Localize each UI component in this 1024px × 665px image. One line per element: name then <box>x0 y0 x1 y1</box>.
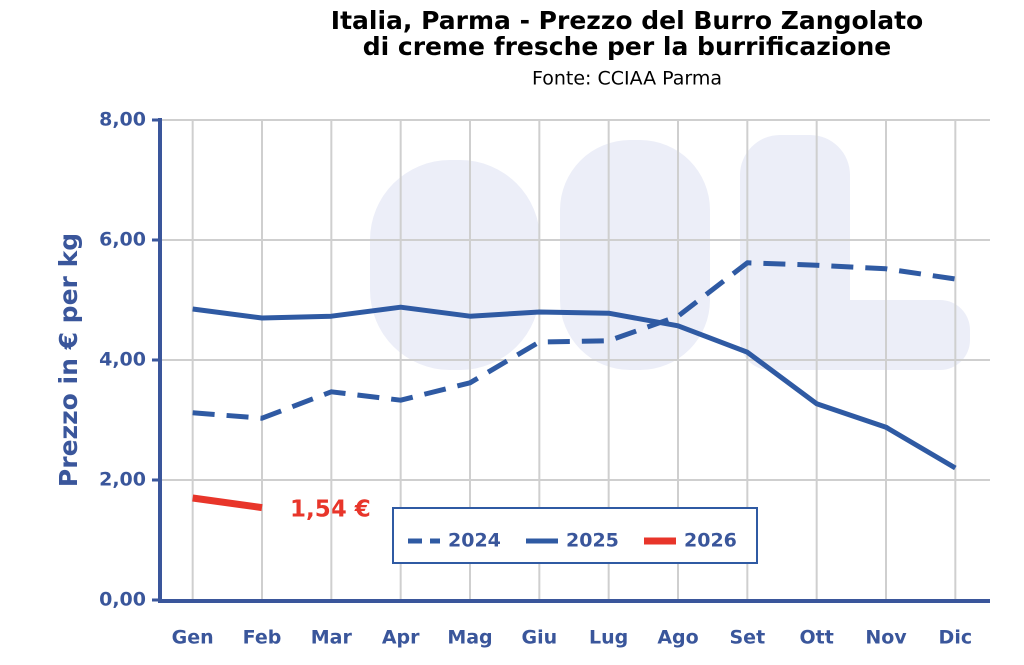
x-tick-label: Mag <box>447 627 492 649</box>
y-tick-label: 4,00 <box>99 349 146 371</box>
x-tick-label: Ott <box>800 627 834 649</box>
series-line <box>192 494 263 512</box>
x-tick-label: Mar <box>311 627 353 649</box>
legend-label: 2025 <box>566 530 619 552</box>
x-tick-label: Giu <box>522 627 558 649</box>
x-tick-label: Apr <box>382 627 420 649</box>
x-tick-label: Nov <box>865 627 907 649</box>
x-tick-label: Feb <box>243 627 282 649</box>
y-tick-label: 8,00 <box>99 109 146 131</box>
source: Fonte: CCIAA Parma <box>532 68 722 90</box>
x-tick-label: Lug <box>589 627 628 649</box>
chart-subtitle: di creme fresche per la burrificazione <box>363 32 892 61</box>
series-line <box>192 304 957 471</box>
x-tick-label: Gen <box>172 627 214 649</box>
legend-box <box>392 507 758 564</box>
x-tick-label: Set <box>730 627 766 649</box>
y-tick-label: 2,00 <box>99 469 146 491</box>
y-axis-label: Prezzo in € per kg <box>54 233 83 487</box>
legend-label: 2024 <box>448 530 501 552</box>
legend-label: 2026 <box>684 530 737 552</box>
chart-title: Italia, Parma - Prezzo del Burro Zangola… <box>331 6 923 35</box>
x-tick-label: Ago <box>657 627 698 649</box>
x-tick-label: Dic <box>939 627 973 649</box>
y-tick-label: 6,00 <box>99 229 146 251</box>
y-tick-label: 0,00 <box>99 589 146 611</box>
watermark <box>370 135 970 370</box>
